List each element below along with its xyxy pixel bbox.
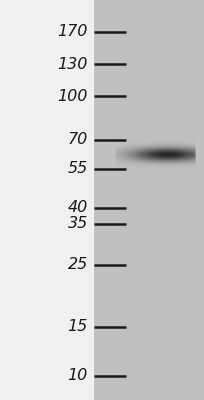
Text: 100: 100 [57, 89, 88, 104]
Text: 130: 130 [57, 57, 88, 72]
Bar [94, 0, 204, 400]
Text: 10: 10 [68, 368, 88, 384]
Text: 25: 25 [68, 257, 88, 272]
Text: 15: 15 [68, 319, 88, 334]
Text: 70: 70 [68, 132, 88, 147]
Text: 55: 55 [68, 161, 88, 176]
Text: 40: 40 [68, 200, 88, 215]
Text: 170: 170 [57, 24, 88, 39]
Text: 35: 35 [68, 216, 88, 231]
